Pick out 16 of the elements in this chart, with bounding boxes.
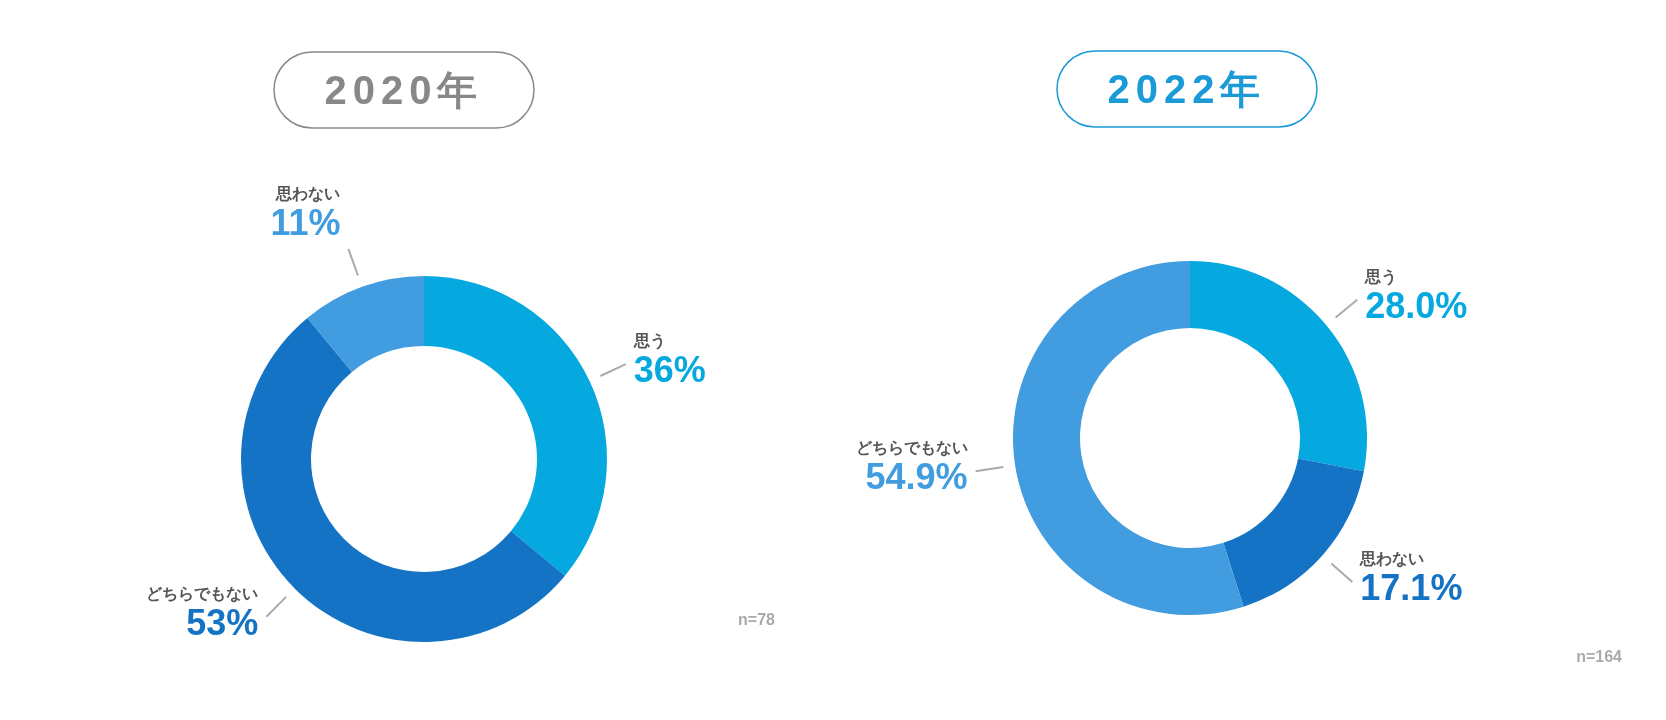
- data-label: 28.0%: [1365, 284, 1468, 326]
- chart-title: 2022年: [1107, 67, 1267, 111]
- slice-label: 思わない: [275, 185, 341, 204]
- slice-label: 思わない: [1359, 550, 1425, 569]
- slice-label: どちらでもない: [855, 439, 968, 458]
- data-label: 54.9%: [865, 456, 968, 498]
- data-label: 36%: [633, 349, 706, 391]
- slice-label: 思う: [632, 332, 666, 351]
- text: n=164: [1576, 648, 1623, 665]
- slice-label: どちらでもない: [146, 584, 259, 603]
- slice-label: 思う: [1364, 267, 1398, 286]
- data-label: 11%: [270, 202, 341, 244]
- data-label: 53%: [186, 601, 259, 643]
- chart-title: 2020年: [324, 68, 484, 112]
- text: n=78: [738, 611, 776, 628]
- data-label: 17.1%: [1360, 567, 1463, 609]
